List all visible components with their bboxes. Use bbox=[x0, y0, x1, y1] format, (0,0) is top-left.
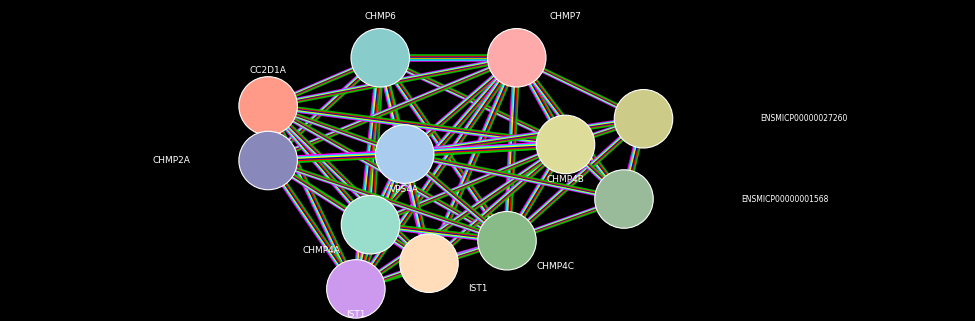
Ellipse shape bbox=[341, 195, 400, 254]
Ellipse shape bbox=[595, 170, 653, 228]
Text: CHMP4B: CHMP4B bbox=[547, 175, 584, 184]
Text: CHMP2A: CHMP2A bbox=[152, 156, 190, 165]
Ellipse shape bbox=[400, 234, 458, 292]
Ellipse shape bbox=[614, 90, 673, 148]
Text: CHMP4C: CHMP4C bbox=[537, 262, 574, 271]
Ellipse shape bbox=[351, 29, 410, 87]
Text: IST1: IST1 bbox=[346, 310, 366, 319]
Ellipse shape bbox=[239, 77, 297, 135]
Text: ENSMICP00000001568: ENSMICP00000001568 bbox=[741, 195, 829, 204]
Text: CHMP7: CHMP7 bbox=[550, 12, 581, 21]
Text: ENSMICP00000027260: ENSMICP00000027260 bbox=[760, 114, 848, 123]
Ellipse shape bbox=[536, 115, 595, 174]
Ellipse shape bbox=[375, 125, 434, 183]
Text: VPS4A: VPS4A bbox=[390, 185, 419, 194]
Ellipse shape bbox=[488, 29, 546, 87]
Ellipse shape bbox=[478, 212, 536, 270]
Text: CHMP6: CHMP6 bbox=[365, 12, 396, 21]
Ellipse shape bbox=[327, 260, 385, 318]
Text: CHMP4A: CHMP4A bbox=[303, 246, 340, 255]
Ellipse shape bbox=[239, 131, 297, 190]
Text: CC2D1A: CC2D1A bbox=[250, 66, 287, 75]
Text: IST1: IST1 bbox=[468, 284, 488, 293]
